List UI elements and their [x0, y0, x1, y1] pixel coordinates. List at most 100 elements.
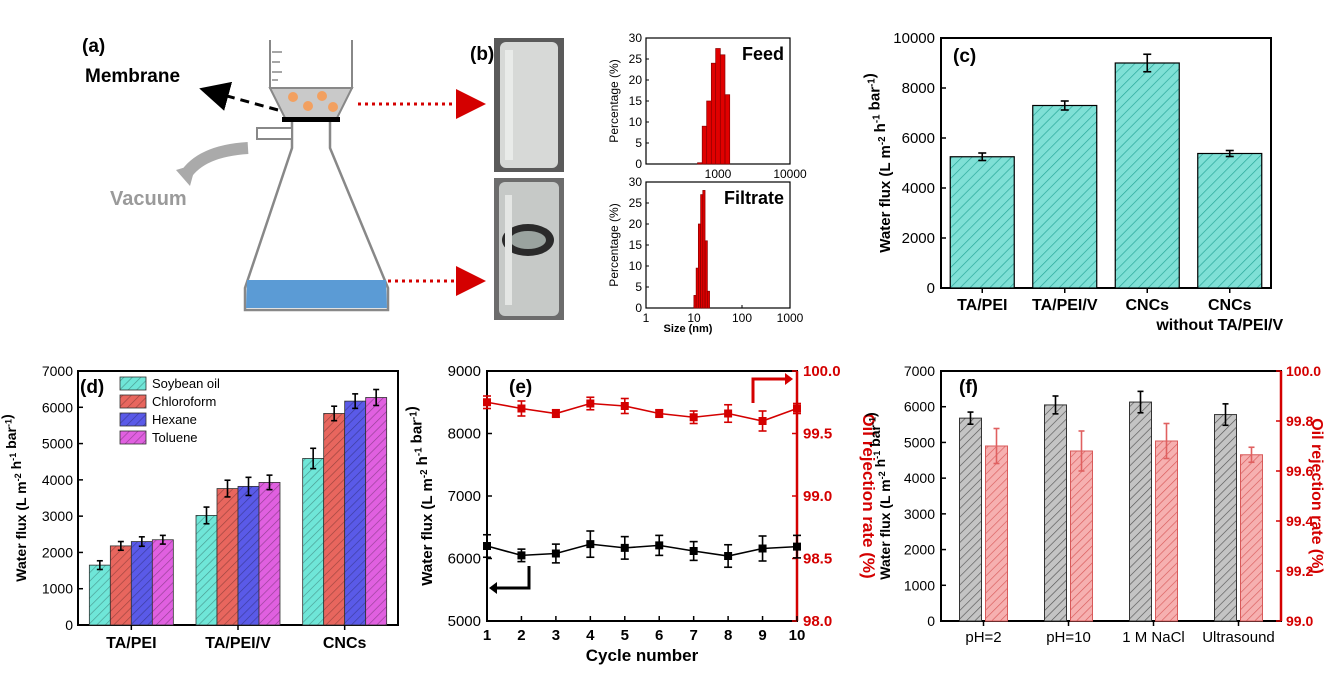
plot-frame: [486, 370, 798, 622]
y-tick-label: 30: [629, 31, 643, 45]
y-axis-label: Water flux (L m-2 h-1 bar-1): [862, 412, 893, 579]
histogram-title: Feed: [742, 44, 784, 64]
x-tick-label: 5: [621, 627, 629, 644]
x-tick-label: pH=2: [965, 629, 1001, 646]
x-tick-label: 1: [643, 311, 650, 325]
particle: [317, 91, 327, 101]
x-tick-label: 1 M NaCl: [1122, 629, 1185, 646]
series-line: [486, 401, 798, 422]
bar: [258, 481, 281, 626]
x-tick-label: CNCs: [1125, 297, 1169, 314]
bar: [216, 488, 239, 626]
histogram-bar: [706, 100, 712, 165]
y-tick-label: 0: [65, 617, 73, 633]
x-tick-label: TA/PEI: [106, 635, 156, 652]
bar: [195, 515, 218, 626]
left-axis-indicator-arrow: [495, 566, 531, 590]
x-tick-label: 100: [732, 311, 752, 325]
y-axis-label: Water flux (L m-2 h-1 bar-1): [403, 406, 436, 585]
chart-e: 5000 6000 7000 8000 9000 98.0 98.5 99.0 99.5 100.…: [403, 363, 878, 665]
histogram-bar: [706, 290, 710, 309]
histogram-bar: [701, 125, 708, 165]
vacuum-sidearm: [256, 127, 293, 140]
filtrate-liquid: [246, 280, 387, 308]
legend-swatch: [119, 394, 147, 409]
y-tick-label: 15: [629, 94, 643, 108]
bar: [1114, 62, 1180, 289]
x-axis-label: Size (nm): [664, 323, 713, 335]
y-tick-label: 20: [629, 217, 643, 231]
histogram-bar: [697, 162, 703, 165]
right-axis-indicator-head: [785, 373, 793, 385]
bar: [109, 545, 132, 626]
data-point: [517, 551, 526, 560]
y-tick-label: 25: [629, 52, 643, 66]
bar: [949, 156, 1015, 289]
y-tick-label: 1000: [42, 581, 73, 597]
x-tick-label: 4: [586, 627, 595, 644]
y-tick-label: 4000: [904, 470, 935, 486]
x-tick-label: 2: [517, 627, 525, 644]
bar: [151, 539, 174, 626]
bar: [1214, 414, 1237, 622]
legend-swatch: [119, 430, 147, 445]
bar: [88, 564, 111, 626]
histogram-bar: [724, 94, 731, 165]
data-point: [620, 543, 629, 552]
y-tick-label: 2000: [902, 230, 935, 247]
series-line: [486, 543, 798, 557]
chart-b-feed: 0 5 10 15 20 25 30 1000 10000 Feed Percentage (%): [607, 31, 807, 181]
y-tick-label: 5: [635, 136, 642, 150]
y2-axis-label: Oil rejection rate (%): [1308, 418, 1325, 574]
y-tick-label: 5000: [904, 434, 935, 450]
data-point: [724, 409, 733, 418]
y-tick-label: 5000: [42, 436, 73, 452]
histogram-bar: [719, 54, 726, 165]
y-tick-label: 30: [629, 175, 643, 189]
y2-tick-label: 100.0: [803, 363, 841, 380]
data-point: [483, 542, 491, 550]
y-tick-label: 7000: [904, 363, 935, 379]
data-point: [758, 417, 767, 425]
data-point: [586, 540, 595, 549]
y-tick-label: 5: [635, 280, 642, 294]
bar: [985, 445, 1008, 622]
bar: [1155, 440, 1178, 622]
data-point: [655, 541, 664, 550]
histogram-bar: [704, 240, 708, 309]
vacuum-arrowhead: [176, 164, 196, 186]
y2-tick-label: 98.5: [803, 551, 832, 568]
y-axis-label: Water flux (L m-2 h-1 bar-1): [861, 73, 894, 252]
x-tick-label: 1000: [777, 311, 804, 325]
y-axis-label: Water flux (L m-2 h-1 bar-1): [0, 414, 29, 581]
histogram-bar: [715, 48, 721, 165]
y2-tick-label: 99.0: [803, 488, 832, 505]
histogram-title: Filtrate: [724, 188, 784, 208]
x-tick-label: TA/PEI/V: [1032, 297, 1098, 314]
y2-tick-label: 99.4: [1286, 513, 1313, 529]
x-tick-label: 3: [552, 627, 560, 644]
membrane: [282, 117, 340, 122]
data-point: [689, 413, 698, 422]
left-axis-indicator-head: [489, 582, 497, 594]
x-tick-label: 10: [789, 627, 806, 644]
y-tick-label: 3000: [42, 508, 73, 524]
panel-b-label: (b): [470, 44, 494, 65]
y-tick-label: 9000: [448, 363, 481, 380]
membrane-label: Membrane: [85, 66, 180, 87]
panel-a-schematic: (a) Membrane Vacuum: [82, 36, 486, 312]
y2-tick-label: 99.8: [1286, 413, 1313, 429]
data-point: [483, 398, 491, 407]
legend-label: Soybean oil: [152, 376, 220, 391]
bar: [1070, 450, 1093, 622]
panel-label: (e): [509, 377, 532, 398]
data-point: [724, 552, 733, 560]
legend-swatch: [119, 376, 147, 391]
legend-label: Toluene: [152, 430, 198, 445]
y-tick-label: 1000: [904, 577, 935, 593]
x-tick-label: 10000: [773, 167, 807, 181]
histogram-bar: [702, 190, 706, 309]
bar: [1197, 152, 1263, 289]
x-tick-label: TA/PEI: [957, 297, 1007, 314]
